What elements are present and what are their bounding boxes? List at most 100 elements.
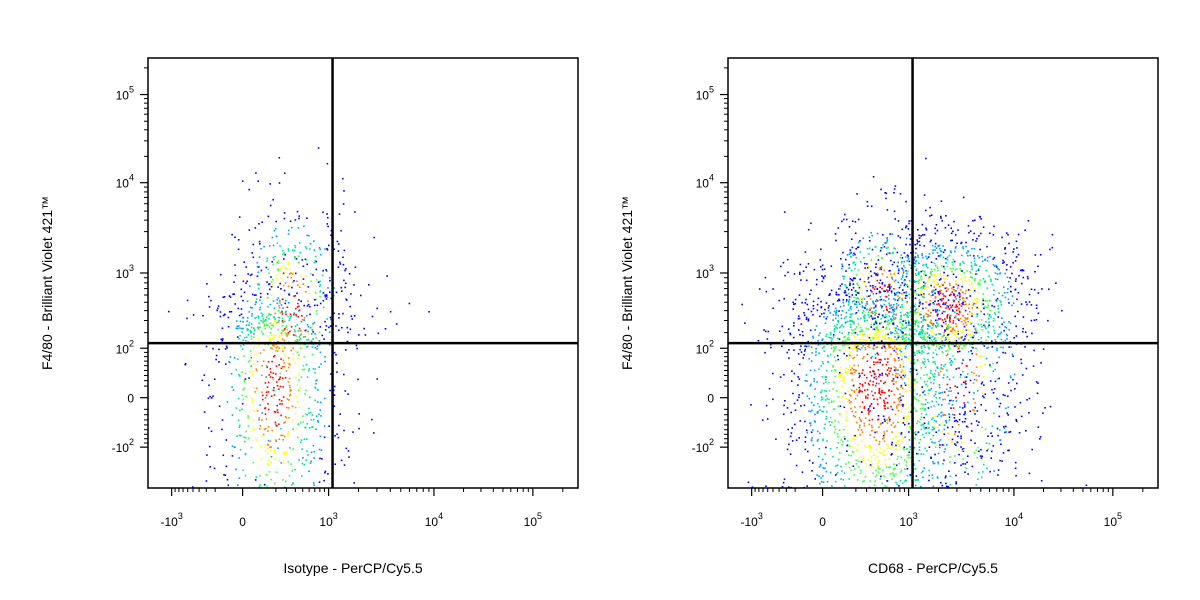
data-point [948,325,950,328]
data-point [274,458,276,460]
data-point [843,485,846,487]
data-point [826,410,828,413]
data-point [977,478,979,480]
data-point [806,431,809,434]
data-point [223,296,226,298]
data-point [853,356,856,359]
data-point [935,288,937,291]
data-point [878,291,881,294]
data-point [993,256,996,259]
data-point [289,386,291,389]
data-point [949,318,951,320]
data-point [314,304,316,307]
data-point [993,388,996,390]
data-point [301,448,303,450]
data-point [836,464,839,467]
data-point [794,298,797,301]
data-point [975,420,978,422]
data-point [852,357,854,360]
data-point [874,480,877,482]
data-point [896,387,898,389]
data-point [782,261,785,264]
data-point [866,295,868,298]
data-point [319,283,322,286]
data-point [842,376,845,378]
data-point [945,485,948,488]
data-point [343,429,345,432]
data-point [841,220,843,223]
data-point [242,280,245,283]
data-point [296,427,298,430]
data-point [908,337,910,340]
data-point [233,293,235,295]
data-point [342,177,344,180]
data-point [939,250,942,252]
data-point [816,278,818,281]
data-point [917,351,920,354]
data-point [942,321,945,324]
data-point [300,376,303,378]
data-point [914,361,916,364]
data-point [853,474,855,476]
data-point [290,389,292,392]
data-point [247,415,249,417]
data-point [901,335,904,337]
data-point [920,453,922,455]
data-point [938,440,940,443]
data-point [276,242,279,245]
data-point [956,318,959,320]
data-point [923,467,925,469]
data-point [946,274,949,277]
data-point [872,384,874,386]
data-point [954,433,956,435]
data-point [881,391,883,394]
data-point [334,435,336,437]
data-point [311,353,314,356]
data-point [899,445,901,448]
data-point [823,316,825,318]
data-point [1044,407,1046,409]
data-point [343,249,346,252]
data-point [941,404,943,406]
data-point [168,310,170,313]
data-point [882,315,884,318]
data-point [853,332,855,334]
data-point [893,313,895,315]
data-point [841,470,843,472]
data-point [906,260,909,262]
data-point [940,200,943,202]
data-point [952,400,954,402]
data-point [824,467,826,470]
data-point [930,387,933,390]
data-point [907,422,910,425]
data-point [892,422,895,424]
data-point [934,232,937,235]
data-point [913,305,916,308]
data-point [886,419,888,421]
data-point [867,265,870,268]
data-point [269,368,272,370]
data-point [928,479,930,482]
data-point [884,290,886,293]
data-point [953,333,956,335]
data-point [920,471,923,474]
data-point [890,306,893,309]
data-point [1008,242,1010,245]
data-point [899,374,901,377]
data-point [318,448,321,451]
data-point [284,302,286,305]
data-point [978,281,980,284]
data-point [1007,233,1009,236]
data-point [932,281,934,283]
data-point [315,298,318,301]
data-point [890,353,892,355]
data-point [929,372,932,374]
data-point [843,344,846,347]
data-point [881,372,883,375]
data-point [918,299,921,301]
data-point [972,382,975,384]
data-point [255,301,257,304]
data-point [320,363,322,365]
data-point [1025,301,1027,303]
